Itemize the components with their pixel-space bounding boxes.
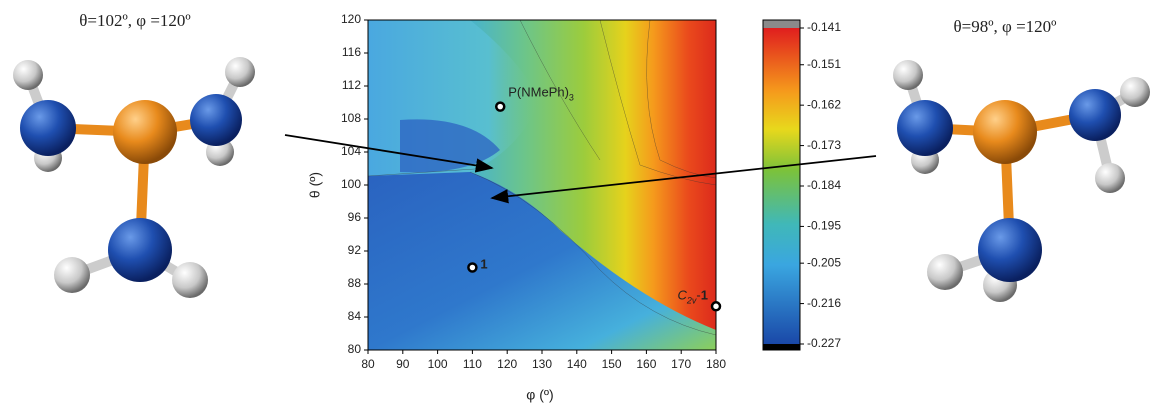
point-label-part: C (678, 288, 688, 303)
point-label-part: 2v (686, 296, 697, 306)
molecule-caption: θ=102º, φ =120º (79, 11, 190, 30)
x-tick-label: 120 (497, 357, 517, 371)
y-tick-label: 104 (341, 144, 361, 158)
point-label: 1 (480, 257, 487, 272)
x-tick-label: 160 (636, 357, 656, 371)
x-tick-label: 150 (602, 357, 622, 371)
y-tick-label: 100 (341, 177, 361, 191)
point (494, 101, 506, 112)
arrow (284, 134, 494, 173)
point-label-part: 1 (480, 257, 487, 272)
x-tick-label: 180 (706, 357, 726, 371)
arrow (490, 155, 877, 204)
point-label-part: P(NMePh) (508, 85, 569, 100)
colorbar-frame (762, 19, 801, 351)
point-label-part: 1 (701, 288, 708, 303)
x-tick-label: 130 (532, 357, 552, 371)
colorbar-tick-label: -0.173 (807, 138, 841, 152)
colorbar-tick-label: -0.184 (807, 178, 841, 192)
heatmap (368, 20, 716, 350)
x-tick-label: 80 (361, 357, 375, 371)
y-tick-label: 112 (342, 78, 361, 92)
y-tick-label: 84 (348, 309, 362, 323)
y-tick-label: 92 (348, 243, 362, 257)
colorbar-tick-label: -0.227 (807, 336, 841, 350)
point-label: C2v-1 (678, 288, 708, 306)
y-axis-label: θ (º) (307, 172, 323, 198)
y-tick-label: 108 (341, 111, 361, 125)
y-tick-label: 96 (348, 210, 362, 224)
colorbar-tick-label: -0.151 (807, 57, 841, 71)
molecule-right (893, 60, 1150, 302)
colorbar-tick-label: -0.205 (807, 255, 841, 269)
y-tick-label: 116 (342, 45, 361, 59)
colorbar-cap (763, 20, 800, 28)
x-tick-label: 140 (567, 357, 587, 371)
colorbar-tick-label: -0.141 (807, 20, 841, 34)
y-tick-label: 88 (348, 276, 362, 290)
x-axis-label: φ (º) (526, 387, 553, 403)
colorbar-tick-label: -0.216 (807, 296, 841, 310)
point (710, 301, 722, 312)
molecule-left (13, 57, 255, 298)
point-label-part: - (696, 288, 700, 303)
x-tick-label: 100 (428, 357, 448, 371)
colorbar-tick-label: -0.195 (807, 219, 841, 233)
point-label-part: 3 (569, 93, 574, 103)
y-tick-label: 120 (341, 12, 361, 26)
x-tick-label: 170 (671, 357, 691, 371)
x-tick-label: 110 (463, 357, 482, 371)
x-tick-label: 90 (396, 357, 410, 371)
point (467, 262, 478, 273)
colorbar-tick-label: -0.162 (807, 97, 841, 111)
colorbar-cap (763, 344, 800, 350)
molecule-caption: θ=98º, φ =120º (954, 17, 1057, 36)
y-tick-label: 80 (348, 342, 362, 356)
colorbar (763, 28, 800, 344)
point-label: P(NMePh)3 (508, 85, 574, 103)
